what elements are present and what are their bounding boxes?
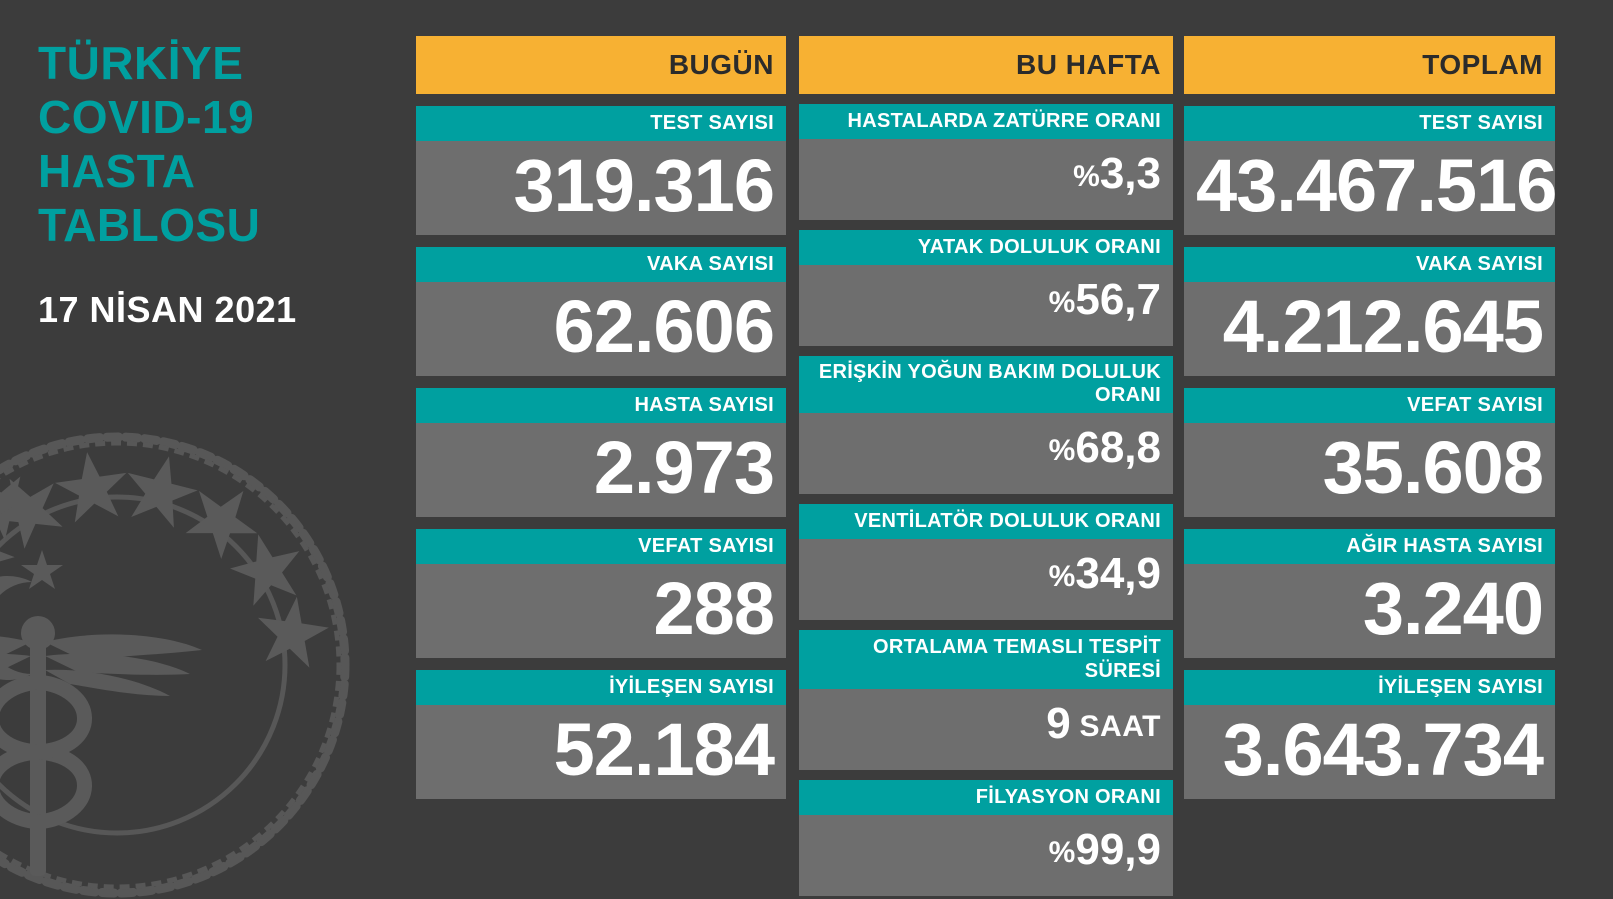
percent-sign: % (1048, 286, 1076, 319)
metric-label: FİLYASYON ORANI (799, 780, 1173, 815)
metric-value: %68,8 (799, 413, 1173, 494)
column-today: BUGÜN TEST SAYISI 319.316 VAKA SAYISI 62… (416, 36, 786, 799)
metric-today-hasta-sayisi: HASTA SAYISI 2.973 (416, 388, 786, 517)
metric-value: 43.467.516 (1184, 141, 1555, 235)
report-date: 17 NİSAN 2021 (38, 289, 297, 330)
metric-total-vefat-sayisi: VEFAT SAYISI 35.608 (1184, 388, 1555, 517)
metric-value: 288 (416, 564, 786, 658)
metric-label: İYİLEŞEN SAYISI (416, 670, 786, 705)
metric-today-vefat-sayisi: VEFAT SAYISI 288 (416, 529, 786, 658)
metric-label: ORTALAMA TEMASLI TESPİT SÜRESİ (799, 630, 1173, 689)
metric-total-test-sayisi: TEST SAYISI 43.467.516 (1184, 106, 1555, 235)
column-header-this-week: BU HAFTA (799, 36, 1173, 94)
metric-value: 52.184 (416, 705, 786, 799)
metric-value: 3.643.734 (1184, 705, 1555, 799)
metric-value: %3,3 (799, 139, 1173, 220)
metric-total-iyilesen-sayisi: İYİLEŞEN SAYISI 3.643.734 (1184, 670, 1555, 799)
metric-total-vaka-sayisi: VAKA SAYISI 4.212.645 (1184, 247, 1555, 376)
metric-total-agir-hasta-sayisi: AĞIR HASTA SAYISI 3.240 (1184, 529, 1555, 658)
metric-label: HASTA SAYISI (416, 388, 786, 423)
percent-sign: % (1048, 434, 1076, 467)
metric-today-iyilesen-sayisi: İYİLEŞEN SAYISI 52.184 (416, 670, 786, 799)
percent-sign: % (1073, 160, 1100, 193)
metric-week-zaturre-orani: HASTALARDA ZATÜRRE ORANI %3,3 (799, 104, 1173, 220)
metric-number: 56,7 (1075, 275, 1161, 324)
metric-value: 9 SAAT (799, 689, 1173, 770)
title-block: TÜRKİYE COVID-19 HASTA TABLOSU 17 NİSAN … (38, 36, 398, 332)
metric-label: İYİLEŞEN SAYISI (1184, 670, 1555, 705)
metric-value: %34,9 (799, 539, 1173, 620)
column-total: TOPLAM TEST SAYISI 43.467.516 VAKA SAYIS… (1184, 36, 1555, 799)
metric-value: 35.608 (1184, 423, 1555, 517)
metric-week-eriskin-yogun-bakim-doluluk-orani: ERİŞKİN YOĞUN BAKIM DOLULUK ORANI %68,8 (799, 356, 1173, 494)
metric-label: VAKA SAYISI (1184, 247, 1555, 282)
metric-label: TEST SAYISI (1184, 106, 1555, 141)
column-header-total: TOPLAM (1184, 36, 1555, 94)
metric-label: VEFAT SAYISI (416, 529, 786, 564)
metric-label: ERİŞKİN YOĞUN BAKIM DOLULUK ORANI (799, 356, 1173, 413)
metric-label: VENTİLATÖR DOLULUK ORANI (799, 504, 1173, 539)
metric-value: 319.316 (416, 141, 786, 235)
metric-number: 34,9 (1075, 549, 1161, 598)
metric-week-ventilator-doluluk-orani: VENTİLATÖR DOLULUK ORANI %34,9 (799, 504, 1173, 620)
metric-label: YATAK DOLULUK ORANI (799, 230, 1173, 265)
metric-value: %99,9 (799, 815, 1173, 896)
metric-label: VAKA SAYISI (416, 247, 786, 282)
metric-value: %56,7 (799, 265, 1173, 346)
metric-week-yatak-doluluk-orani: YATAK DOLULUK ORANI %56,7 (799, 230, 1173, 346)
metric-week-filyasyon-orani: FİLYASYON ORANI %99,9 (799, 780, 1173, 896)
metric-value: 2.973 (416, 423, 786, 517)
metric-label: HASTALARDA ZATÜRRE ORANI (799, 104, 1173, 139)
column-header-today: BUGÜN (416, 36, 786, 94)
metric-value: 62.606 (416, 282, 786, 376)
column-this-week: BU HAFTA HASTALARDA ZATÜRRE ORANI %3,3 Y… (799, 36, 1173, 896)
metric-value: 4.212.645 (1184, 282, 1555, 376)
metric-today-vaka-sayisi: VAKA SAYISI 62.606 (416, 247, 786, 376)
metric-week-ortalama-temasli-tespit-suresi: ORTALAMA TEMASLI TESPİT SÜRESİ 9 SAAT (799, 630, 1173, 770)
metric-label: TEST SAYISI (416, 106, 786, 141)
metric-number: 9 (1046, 699, 1071, 748)
percent-sign: % (1048, 836, 1076, 869)
metric-label: AĞIR HASTA SAYISI (1184, 529, 1555, 564)
metric-value: 3.240 (1184, 564, 1555, 658)
metric-today-test-sayisi: TEST SAYISI 319.316 (416, 106, 786, 235)
metric-number: 99,9 (1075, 825, 1161, 874)
metric-number: 3,3 (1099, 149, 1161, 198)
percent-sign: % (1048, 560, 1076, 593)
ministry-of-health-emblem-watermark (0, 430, 352, 899)
metric-label: VEFAT SAYISI (1184, 388, 1555, 423)
metric-number: 68,8 (1075, 423, 1161, 472)
page-title: TÜRKİYE COVID-19 HASTA TABLOSU (38, 37, 261, 251)
metric-unit: SAAT (1079, 710, 1161, 743)
